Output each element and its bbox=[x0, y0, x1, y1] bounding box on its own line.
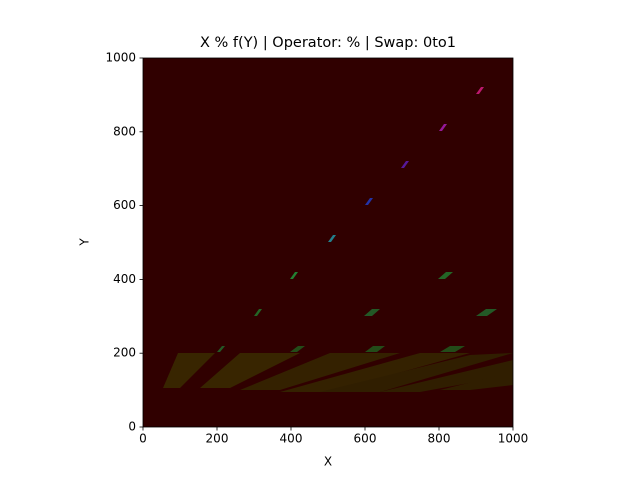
y-tick-label: 400 bbox=[113, 272, 136, 286]
x-tick-label: 800 bbox=[428, 432, 451, 446]
x-tick-label: 1000 bbox=[498, 432, 529, 446]
y-tick-label: 800 bbox=[113, 124, 136, 138]
y-tick-label: 1000 bbox=[105, 51, 136, 65]
image-content bbox=[163, 87, 513, 392]
chart-title: X % f(Y) | Operator: % | Swap: 0to1 bbox=[200, 35, 456, 51]
x-tick-label: 600 bbox=[354, 432, 377, 446]
x-tick-label: 200 bbox=[206, 432, 229, 446]
axes-frame bbox=[142, 57, 514, 428]
y-tick-label: 0 bbox=[128, 420, 136, 434]
y-axis-label: Y bbox=[78, 238, 92, 247]
x-tick-label: 400 bbox=[280, 432, 303, 446]
x-axis-label: X bbox=[324, 455, 332, 469]
y-tick-label: 200 bbox=[113, 346, 136, 360]
x-tick-label: 0 bbox=[139, 432, 147, 446]
y-tick-label: 600 bbox=[113, 198, 136, 212]
